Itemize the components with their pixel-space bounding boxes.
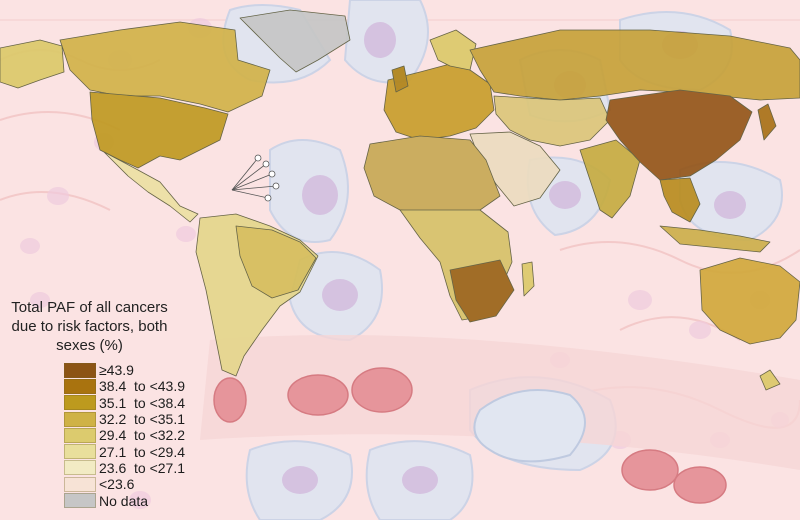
china [605, 89, 753, 181]
legend-title-line-3: sexes (%) [56, 337, 123, 354]
legend-label: 23.6 to <27.1 [99, 459, 186, 476]
legend-item: No data [64, 492, 185, 509]
legend-title-line-1: Total PAF of all cancers [11, 299, 168, 316]
alaska [0, 39, 65, 89]
legend-swatch [64, 362, 96, 378]
central-asia [493, 95, 611, 147]
indonesia [659, 225, 771, 253]
japan [757, 103, 777, 141]
mexico [103, 151, 199, 223]
africa-south [449, 259, 515, 323]
legend-swatch [64, 395, 96, 411]
madagascar [521, 261, 535, 297]
legend-title-line-2: due to risk factors, both [11, 318, 168, 335]
legend-title: Total PAF of all cancers due to risk fac… [0, 298, 197, 355]
legend-list: ≥43.9 38.4 to <43.9 35.1 to <38.4 32.2 to <… [64, 362, 185, 509]
australia [699, 257, 800, 345]
legend-swatch [64, 476, 96, 492]
legend-swatch [64, 427, 96, 443]
southeast-asia [659, 177, 701, 223]
legend-swatch [64, 444, 96, 460]
legend-label: ≥43.9 [99, 362, 134, 379]
india [579, 139, 641, 219]
brazil [235, 225, 317, 299]
greenland [239, 9, 351, 73]
usa [89, 91, 229, 169]
europe [383, 63, 495, 141]
russia [469, 29, 800, 101]
small-island-callouts [231, 154, 280, 202]
legend-label: No data [99, 492, 149, 509]
legend-item: 23.6 to <27.1 [64, 460, 185, 476]
legend-item: ≥43.9 [64, 362, 185, 378]
legend-item: 32.2 to <35.1 [64, 411, 185, 427]
legend-label: 35.1 to <38.4 [99, 394, 186, 411]
legend-label: 32.2 to <35.1 [99, 411, 186, 428]
new-zealand [759, 369, 781, 391]
legend-item: 27.1 to <29.4 [64, 443, 186, 460]
legend-label: 27.1 to <29.4 [99, 443, 186, 460]
legend-label: 38.4 to <43.9 [99, 378, 186, 395]
canada [59, 21, 271, 113]
legend-swatch [64, 460, 96, 476]
uk [391, 65, 409, 93]
legend-label: 29.4 to <32.2 [99, 427, 186, 444]
land-masses [0, 9, 800, 391]
legend-item: 29.4 to <32.2 [64, 427, 185, 443]
legend-item: 38.4 to <43.9 [64, 378, 185, 394]
legend-swatch [64, 493, 96, 509]
legend-swatch [64, 378, 96, 394]
legend-swatch [64, 411, 96, 427]
legend: Total PAF of all cancers due to risk fac… [0, 298, 230, 509]
legend-item: 35.1 to <38.4 [64, 395, 185, 411]
legend-label: <23.6 [99, 476, 135, 493]
scandinavia [429, 29, 477, 71]
legend-item: <23.6 [64, 476, 185, 492]
